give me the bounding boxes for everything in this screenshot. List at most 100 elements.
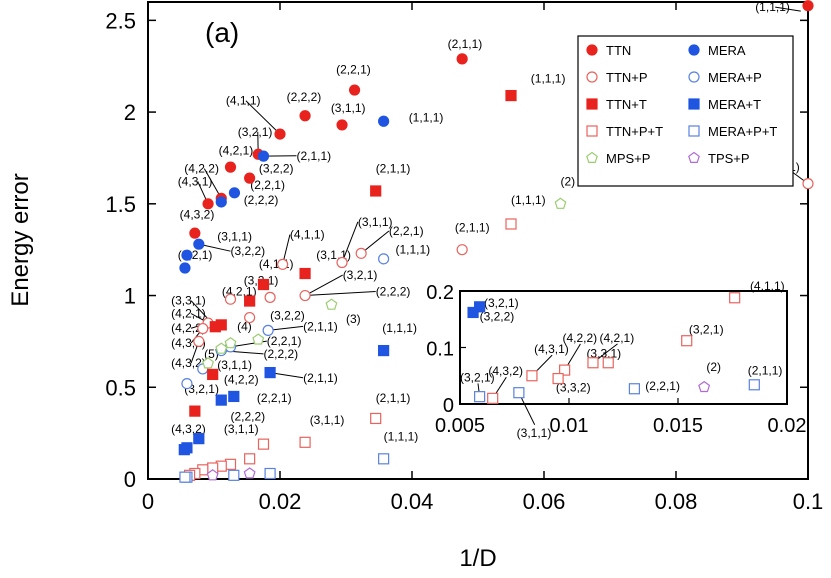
annotation-label: (3,1,1) <box>331 101 366 115</box>
inset-mera-p-t-point <box>513 387 525 399</box>
annotation-label: (4,1,1) <box>226 94 261 108</box>
legend-marker <box>688 44 700 56</box>
main-plot: 0 0.02 0.04 0.06 0.08 0.1 0 0.5 1 1.5 2 2.5 1/D En… <box>7 0 823 572</box>
annotation-label: (3,1,1) <box>358 215 393 229</box>
legend-label: TTN+T <box>606 97 647 112</box>
tps-p-point <box>206 469 219 481</box>
inset-annotation-label: (4,3,1) <box>534 342 569 356</box>
ttn-t-point <box>244 295 256 307</box>
legend-label: MERA+T <box>708 97 761 112</box>
inset-mera-t-point <box>474 301 486 313</box>
ttn-point <box>224 161 237 173</box>
annotation-label: (4,3,2) <box>180 207 215 221</box>
annotation-label: (1,1,1) <box>511 193 546 207</box>
ttn-t-point <box>257 278 270 291</box>
inset-plot: 0.005 0.01 0.015 0.02 0 0.1 0.2 (4,1,1) (3,2,1)… <box>426 279 806 440</box>
annotation-label: (2,2,1) <box>389 224 424 238</box>
annotation-label: (2,2,1) <box>267 334 302 348</box>
inset-ttn-p-t-point <box>587 357 599 369</box>
ttn-point <box>274 128 286 140</box>
mera-p-t-point <box>378 453 390 465</box>
legend-label: TTN+P <box>606 70 648 85</box>
inset-annotation-label: (3,2,1) <box>460 370 495 384</box>
y-axis-ticks: 0 0.5 1 1.5 2 2.5 <box>105 8 808 492</box>
mera-p-point <box>378 253 390 265</box>
mera-t-point <box>215 394 227 406</box>
y-tick-label: 1 <box>124 284 136 309</box>
ttn-point <box>348 84 361 96</box>
mera-t-point <box>378 344 390 357</box>
inset-annotation-label: (4,2,2) <box>562 331 597 345</box>
annotation-label: (3) <box>346 312 361 326</box>
mera-point <box>378 115 390 127</box>
annotation-label: (2,2,1) <box>336 63 371 77</box>
ttn-p-t-point <box>370 412 382 425</box>
legend-label: TTN+P+T <box>606 124 663 139</box>
legend-marker <box>688 125 700 137</box>
ttn-p-point <box>802 178 814 190</box>
ttn-p-point <box>197 322 209 335</box>
annotation-label: (1,1,1) <box>409 110 444 124</box>
annotation-label: (4,3,1) <box>178 174 213 188</box>
ttn-p-point <box>355 247 367 259</box>
inset-frame <box>459 290 788 405</box>
annotation-label: (4,1,1) <box>290 228 325 242</box>
legend-marker <box>688 71 700 83</box>
mera-point <box>179 262 191 274</box>
legend-marker <box>586 98 598 110</box>
ttn-t-point <box>299 267 311 280</box>
inset-annotation-label: (3,2,2) <box>480 309 515 323</box>
inset-ttn-p-t-point <box>681 335 693 347</box>
annotation-arrow <box>304 274 343 296</box>
annotations: (1,1,1)(2,1,1)(1,1,1)(2,2,1)(3,1,1)(1,1,… <box>171 0 809 443</box>
ttn-p-point <box>224 293 237 305</box>
y-tick-label: 2.5 <box>105 8 136 33</box>
annotation-arrow <box>203 168 222 199</box>
ttn-t-point <box>505 89 517 102</box>
inset-x-tick-label: 0.015 <box>653 415 703 437</box>
ttn-p-point <box>336 256 348 269</box>
ttn-p-point <box>244 311 256 324</box>
annotation-label: (3,2,2) <box>231 244 266 258</box>
annotation-label: (1,1,1) <box>396 242 431 256</box>
annotation-label: (1,1,1) <box>382 321 417 335</box>
annotation-label: (4,2,2) <box>171 321 206 335</box>
legend-marker <box>586 125 598 137</box>
legend-items: TTN MERA TTN+P MERA+P TTN+T MERA+T TTN+P+T MERA… <box>586 43 777 166</box>
ttn-p-point <box>299 289 311 302</box>
annotation-label: (4,2,1) <box>219 143 254 157</box>
inset-tps-p-point <box>698 380 711 393</box>
mera-point <box>215 196 227 208</box>
legend-marker <box>586 151 598 163</box>
mps-p-point <box>224 336 237 349</box>
plot-frame <box>147 1 809 480</box>
annotation-arrow <box>305 291 376 297</box>
mera-t-point <box>228 390 240 403</box>
x-tick-label: 0.08 <box>655 489 698 514</box>
annotation-label: (4,1,1) <box>259 257 294 271</box>
ttn-p-point <box>193 335 205 348</box>
annotation-label: (3,1,1) <box>310 413 345 427</box>
annotation-label: (1,1,1) <box>531 72 566 86</box>
annotation-label: (4,3,2) <box>171 356 206 370</box>
inset-x-tick-label: 0.01 <box>550 415 589 437</box>
ttn-point <box>336 119 348 131</box>
mera-point <box>193 238 205 250</box>
ttn-p-t-point <box>299 436 311 448</box>
x-axis-ticks: 0 0.02 0.04 0.06 0.08 0.1 <box>142 2 823 514</box>
ttn-point <box>802 0 814 12</box>
legend-label: MPS+P <box>606 151 650 166</box>
ttn-point <box>189 227 201 239</box>
ttn-point <box>244 172 256 184</box>
legend-frame <box>577 35 794 187</box>
inset-annotation-label: (3,1,1) <box>517 426 552 440</box>
annotation-arrow <box>775 6 801 12</box>
ttn-p-t-point <box>244 453 256 465</box>
x-tick-label: 0.04 <box>391 489 434 514</box>
mera-p-t-point <box>264 467 276 480</box>
legend-marker <box>586 71 598 83</box>
inset-ttn-p-t-point <box>487 392 499 404</box>
annotation-label: (2,2,2) <box>231 409 266 423</box>
y-tick-label: 0.5 <box>105 375 136 400</box>
